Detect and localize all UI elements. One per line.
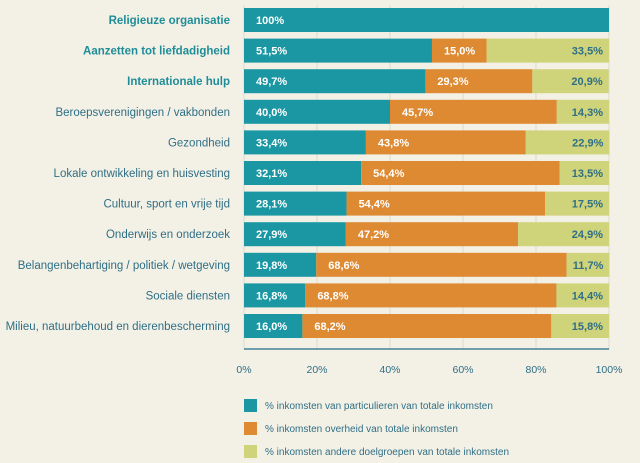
category-label: Religieuze organisatie [109, 15, 230, 27]
data-label: 49,7% [256, 76, 287, 88]
legend-label: % inkomsten van particulieren van totale… [265, 401, 493, 412]
data-label: 100% [256, 15, 284, 27]
data-label: 68,2% [314, 321, 345, 333]
bar-segment [551, 314, 609, 338]
data-label: 54,4% [359, 199, 390, 211]
data-label: 14,3% [572, 107, 603, 119]
data-label: 22,9% [572, 137, 603, 149]
data-label: 33,4% [256, 137, 287, 149]
bar-segment [302, 314, 552, 338]
data-label: 33,5% [572, 46, 603, 58]
bar-segment [244, 69, 426, 94]
data-label: 27,9% [256, 229, 287, 241]
data-label: 51,5% [256, 46, 287, 58]
data-label: 20,9% [571, 76, 602, 88]
data-label: 11,7% [573, 260, 604, 272]
data-label: 17,5% [572, 199, 603, 211]
legend-swatch [244, 422, 257, 435]
category-label: Onderwijs en onderzoek [106, 229, 230, 241]
bar-segment [390, 99, 557, 124]
data-label: 16,0% [256, 321, 287, 333]
bar-segment [244, 252, 317, 277]
data-label: 43,8% [378, 137, 409, 149]
data-label: 47,2% [358, 229, 389, 241]
legend-swatch [244, 445, 257, 458]
data-label: 32,1% [256, 168, 287, 180]
bar-segment [556, 283, 609, 308]
bar-segment [244, 314, 303, 338]
bar-segment [316, 252, 567, 277]
data-label: 13,5% [572, 168, 603, 180]
category-label: Aanzetten tot liefdadigheid [83, 46, 230, 58]
data-label: 24,9% [572, 229, 603, 241]
bar-segment [345, 222, 519, 247]
bar-segment [361, 161, 560, 185]
x-tick-label: 0% [236, 364, 251, 376]
bar-segment [486, 38, 609, 63]
data-label: 45,7% [402, 107, 433, 119]
bar-segment [566, 252, 610, 277]
category-label: Cultuur, sport en vrije tijd [103, 199, 230, 211]
data-label: 15,8% [572, 321, 603, 333]
data-label: 15,0% [444, 46, 475, 58]
bar-segment [559, 161, 609, 185]
bar-segment [365, 130, 526, 155]
bar-segment [244, 130, 366, 155]
data-label: 68,8% [317, 290, 348, 302]
data-label: 29,3% [437, 76, 468, 88]
bar-segment [244, 283, 306, 308]
bar-segment [244, 38, 432, 63]
category-label: Internationale hulp [127, 76, 230, 88]
bar-segment [518, 222, 609, 247]
legend-label: % inkomsten andere doelgroepen van total… [265, 447, 509, 458]
x-tick-label: 60% [452, 364, 473, 376]
category-label: Sociale diensten [146, 290, 230, 302]
data-label: 14,4% [572, 290, 603, 302]
bar-segment [305, 283, 557, 308]
category-label: Belangenbehartiging / politiek / wetgevi… [18, 260, 230, 272]
category-label: Beroepsverenigingen / vakbonden [55, 107, 230, 119]
category-label: Lokale ontwikkeling en huisvesting [54, 168, 230, 180]
bar-segment [425, 69, 533, 94]
data-label: 28,1% [256, 199, 287, 211]
data-label: 54,4% [373, 168, 404, 180]
category-label: Milieu, natuurbehoud en dierenbeschermin… [6, 321, 230, 333]
data-label: 19,8% [256, 260, 287, 272]
category-label: Gezondheid [168, 137, 230, 149]
bar-segment [244, 191, 347, 216]
x-tick-label: 40% [379, 364, 400, 376]
data-label: 16,8% [256, 290, 287, 302]
bar-segment [532, 69, 609, 94]
x-tick-label: 100% [596, 364, 623, 376]
x-tick-label: 20% [306, 364, 327, 376]
bar-segment [346, 191, 546, 216]
bar-segment [525, 130, 610, 155]
bar-segment [556, 99, 609, 124]
bar-segment [244, 99, 390, 124]
bar-segment [244, 222, 346, 247]
data-label: 40,0% [256, 107, 287, 119]
bar-segment [431, 38, 487, 63]
legend-swatch [244, 399, 257, 412]
bar-segment [244, 8, 609, 32]
x-tick-label: 80% [525, 364, 546, 376]
bar-segment [545, 191, 609, 216]
legend-label: % inkomsten overheid van totale inkomste… [265, 424, 458, 435]
data-label: 68,6% [328, 260, 359, 272]
bar-segment [244, 161, 362, 185]
